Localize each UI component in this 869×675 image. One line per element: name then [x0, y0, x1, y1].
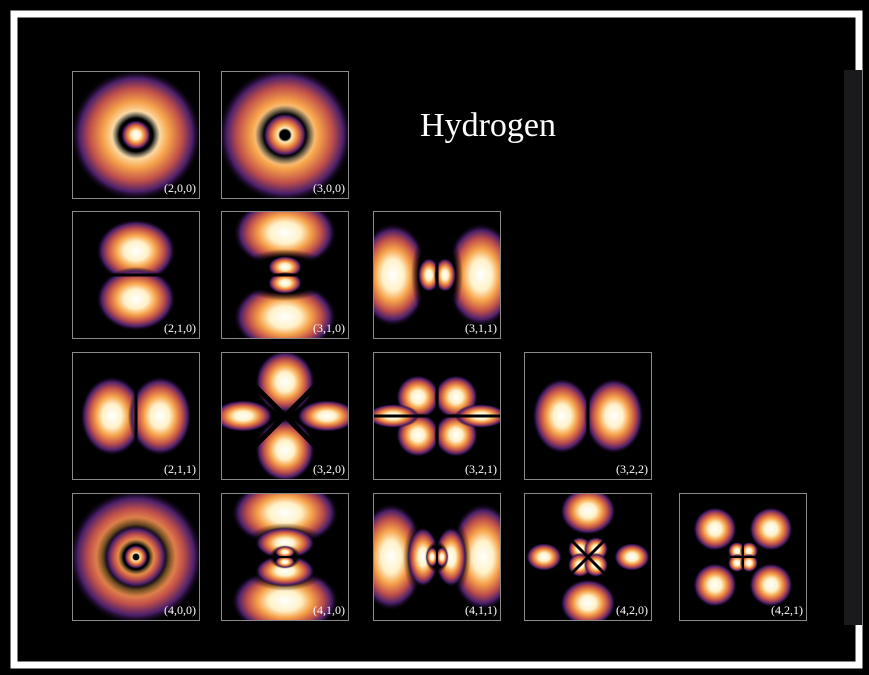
tile-border [72, 493, 200, 621]
tile-border [373, 352, 501, 480]
tile-border [373, 493, 501, 621]
probability-lobe [96, 267, 176, 331]
orbital-label: (2,1,1) [164, 462, 196, 476]
orbital-tile: (3,1,1) [373, 211, 501, 339]
tile-border [221, 352, 349, 480]
orbital-label: (4,0,0) [164, 603, 196, 617]
orbital-image [524, 352, 652, 480]
tile-border [373, 211, 501, 339]
orbital-tile: (3,2,2) [524, 352, 652, 480]
probability-lobe [693, 507, 737, 551]
probability-lobe [418, 258, 440, 292]
probability-lobe [749, 563, 793, 607]
orbital-image [373, 211, 501, 339]
orbital-image [72, 71, 200, 199]
orbital-tile: (2,1,0) [72, 211, 200, 339]
nodal-plane [233, 364, 337, 468]
orbital-image [221, 352, 349, 480]
tile-border [72, 211, 200, 339]
probability-lobe [740, 554, 758, 572]
orbital-image [524, 493, 652, 621]
probability-lobe [426, 547, 438, 567]
probability-lobe [221, 400, 273, 432]
orbital-label: (3,1,0) [313, 321, 345, 335]
probability-lobe [614, 543, 650, 571]
orbital-tile: (3,2,1) [373, 352, 501, 480]
probability-lobe [584, 378, 644, 454]
tile-border [679, 493, 807, 621]
probability-lobe [693, 563, 737, 607]
orbital-tile: (4,2,1) [679, 493, 807, 621]
orbital-image [373, 352, 501, 480]
orbital-tile: (3,2,0) [221, 352, 349, 480]
probability-lobe [255, 527, 315, 559]
tile-border [221, 71, 349, 199]
probability-lobe [255, 352, 315, 414]
probability-lobe [297, 400, 349, 432]
probability-lobe [121, 120, 151, 150]
node [132, 553, 140, 561]
probability-lobe [532, 378, 592, 454]
orbital-label: (3,2,1) [465, 462, 497, 476]
orbital-label: (2,1,0) [164, 321, 196, 335]
tile-border [72, 352, 200, 480]
orbital-label: (3,0,0) [313, 181, 345, 195]
orbital-label: (4,2,0) [616, 603, 648, 617]
orbital-image [221, 71, 349, 199]
orbital-grid: (2,0,0) (3,0,0) (2,1,0) (3,1,0) (3,1,1) (2,1,… [72, 71, 807, 621]
orbital-label: (4,2,1) [771, 603, 803, 617]
tile-border [221, 211, 349, 339]
probability-lobe [268, 272, 302, 294]
orbital-tile: (3,0,0) [221, 71, 349, 199]
orbital-label: (3,2,0) [313, 462, 345, 476]
orbital-image [72, 352, 200, 480]
orbital-image [221, 211, 349, 339]
probability-lobe [749, 507, 793, 551]
orbital-image [679, 493, 807, 621]
orbital-image [373, 493, 501, 621]
probability-lobe [96, 219, 176, 283]
probability-lobe [560, 579, 616, 621]
orbital-label: (2,0,0) [164, 181, 196, 195]
tile-border [524, 352, 652, 480]
orbital-tile: (2,1,1) [72, 352, 200, 480]
orbital-tile: (3,1,0) [221, 211, 349, 339]
tile-border [524, 493, 652, 621]
probability-lobe [560, 493, 616, 535]
orbital-image [72, 211, 200, 339]
probability-lobe [128, 376, 192, 456]
probability-lobe [435, 527, 467, 587]
probability-lobe [255, 555, 315, 587]
orbital-label: (3,1,1) [465, 321, 497, 335]
side-bar [844, 70, 862, 625]
tile-border [221, 493, 349, 621]
node [278, 128, 292, 142]
probability-lobe [268, 256, 302, 278]
nodal-plane [562, 531, 614, 583]
orbital-tile: (2,0,0) [72, 71, 200, 199]
orbital-tile: (4,1,1) [373, 493, 501, 621]
orbital-tile: (4,1,0) [221, 493, 349, 621]
probability-lobe [526, 543, 562, 571]
orbital-label: (4,1,1) [465, 603, 497, 617]
probability-lobe [436, 547, 448, 567]
tile-border [72, 71, 200, 199]
orbital-label: (3,2,2) [616, 462, 648, 476]
orbital-label: (4,1,0) [313, 603, 345, 617]
probability-lobe [80, 376, 144, 456]
probability-lobe [255, 418, 315, 480]
orbital-image [72, 493, 200, 621]
orbital-tile: (4,2,0) [524, 493, 652, 621]
probability-lobe [275, 556, 295, 568]
probability-lobe [275, 546, 295, 558]
title: Hydrogen [420, 107, 556, 144]
probability-lobe [434, 258, 456, 292]
probability-lobe [407, 527, 439, 587]
orbital-image [221, 493, 349, 621]
orbital-tile: (4,0,0) [72, 493, 200, 621]
